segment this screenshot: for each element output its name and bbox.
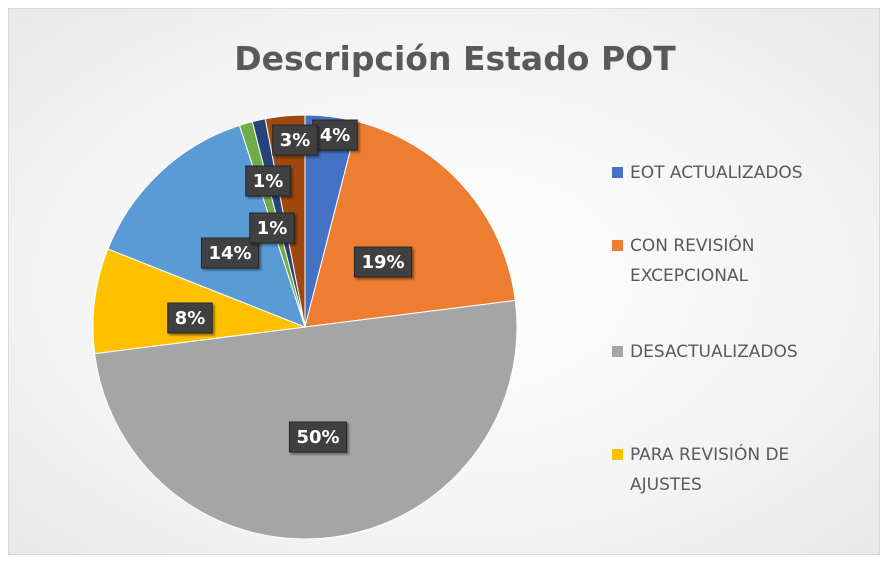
data-label: 3% [280,130,311,151]
data-label: 1% [253,171,284,192]
data-label: 19% [361,252,404,273]
legend-label: CON REVISIÓN EXCEPCIONAL [630,236,755,286]
legend-swatch [612,167,623,178]
legend-label: EOT ACTUALIZADOS [630,163,803,183]
legend-item: PARA REVISIÓN DE AJUSTES [612,440,812,500]
data-label: 1% [257,218,288,239]
data-label-box [272,124,318,156]
legend-label: PARA REVISIÓN DE AJUSTES [630,445,790,495]
data-label: 8% [175,308,206,329]
legend-item: CON REVISIÓN EXCEPCIONAL [612,231,812,291]
legend-item: DESACTUALIZADOS [612,337,812,367]
pie-slice [94,299,518,540]
data-label: 14% [208,243,251,264]
data-label: 50% [296,427,339,448]
data-label: 4% [320,125,351,146]
legend-swatch [612,449,623,460]
data-labels: 4% 19% 50% 8% 14% 1% 1% 3% [167,119,413,453]
data-label-box [200,237,260,269]
chart-title: Descripción Estado POT [234,39,676,78]
legend-swatch [612,240,623,251]
pie-slice [92,248,306,355]
data-label-box [353,246,413,278]
data-label-box [245,165,291,197]
data-label-box [167,302,213,334]
legend-swatch [612,346,623,357]
data-label-box [249,212,295,244]
legend-label: DESACTUALIZADOS [630,342,798,362]
data-label-box [288,421,348,453]
legend-item: EOT ACTUALIZADOS [612,158,812,188]
